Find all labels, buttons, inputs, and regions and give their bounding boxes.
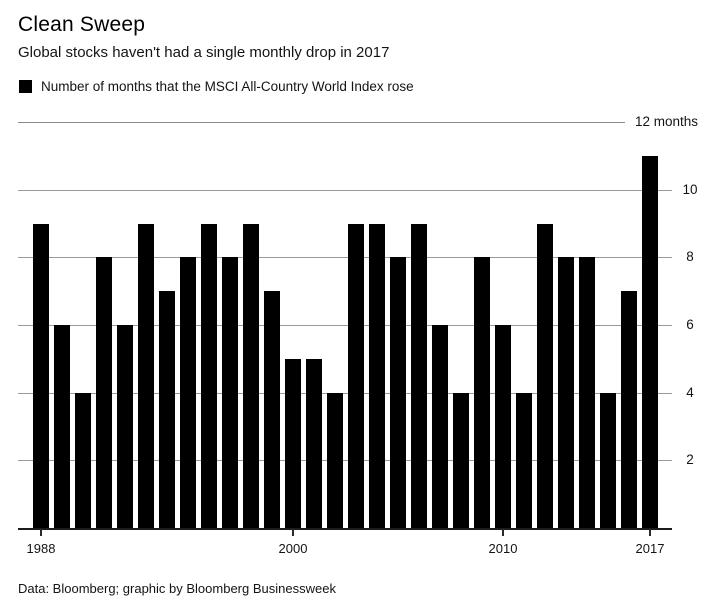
- top-axis-label: 12 months: [635, 114, 699, 129]
- bar: [201, 223, 217, 528]
- y-tick-label: 8: [686, 249, 694, 265]
- x-tick: [649, 529, 651, 536]
- bar: [327, 392, 343, 528]
- bar: [390, 257, 406, 528]
- bar: [54, 325, 70, 528]
- bar: [369, 223, 385, 528]
- x-tick-label: 2017: [635, 541, 665, 556]
- gridline: [18, 325, 672, 326]
- x-tick-label: 1988: [26, 541, 56, 556]
- bar: [180, 257, 196, 528]
- bar: [432, 325, 448, 528]
- bar: [33, 223, 49, 528]
- chart-subtitle: Global stocks haven't had a single month…: [18, 44, 390, 61]
- gridline: [18, 460, 672, 462]
- bar: [453, 392, 469, 528]
- bar: [285, 358, 301, 528]
- x-axis-line: [18, 528, 672, 530]
- bar: [243, 223, 259, 528]
- bar: [75, 392, 91, 528]
- bar: [558, 257, 574, 528]
- bars-container: [33, 122, 658, 528]
- bar: [264, 291, 280, 528]
- bar: [642, 155, 658, 528]
- gridline: [18, 392, 672, 394]
- x-tick-label: 2000: [278, 541, 308, 556]
- bar: [96, 257, 112, 528]
- bar: [516, 392, 532, 528]
- bar: [579, 257, 595, 528]
- top-gridline: [18, 122, 625, 123]
- bar: [159, 291, 175, 528]
- legend: Number of months that the MSCI All-Count…: [19, 79, 414, 94]
- bar: [306, 358, 322, 528]
- bar: [348, 223, 364, 528]
- bar: [222, 257, 238, 528]
- bar: [474, 257, 490, 528]
- bar: [411, 223, 427, 528]
- bar: [621, 291, 637, 528]
- bar-chart: 12 months 10 8 6 4 2 1988 2000 2010 2017: [18, 114, 702, 582]
- x-tick: [292, 529, 294, 536]
- y-tick-label: 2: [686, 452, 694, 468]
- y-tick-label: 4: [686, 384, 694, 400]
- y-tick-label: 10: [682, 181, 698, 197]
- source-note: Data: Bloomberg; graphic by Bloomberg Bu…: [18, 581, 336, 596]
- x-tick-label: 2010: [488, 541, 518, 556]
- bar: [495, 325, 511, 528]
- legend-label: Number of months that the MSCI All-Count…: [41, 79, 414, 94]
- chart-title: Clean Sweep: [18, 13, 146, 36]
- gridline: [18, 257, 672, 259]
- bar: [138, 223, 154, 528]
- y-tick-label: 6: [686, 317, 694, 332]
- bar: [600, 392, 616, 528]
- gridline: [18, 189, 672, 191]
- x-tick: [502, 529, 504, 536]
- bar: [117, 325, 133, 528]
- bar: [537, 223, 553, 528]
- legend-swatch-icon: [19, 80, 32, 93]
- x-tick: [40, 529, 42, 536]
